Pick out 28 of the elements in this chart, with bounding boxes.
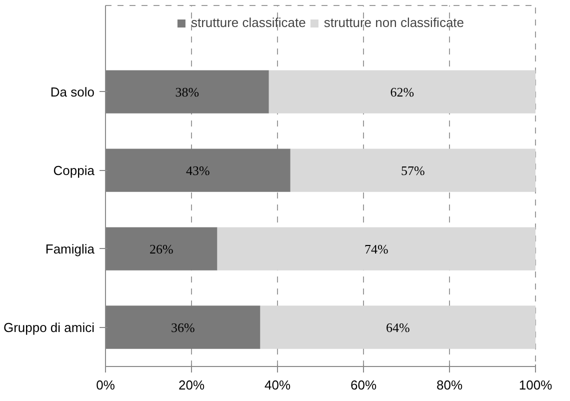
x-tick-label: 40% xyxy=(264,378,291,392)
bar xyxy=(290,148,536,192)
x-tick-label: 80% xyxy=(436,378,463,392)
data-label: 64% xyxy=(386,320,410,335)
data-label: 36% xyxy=(170,320,195,335)
data-label: 74% xyxy=(364,241,388,256)
bar xyxy=(106,227,218,270)
legend-label: strutture non classificate xyxy=(324,15,464,30)
data-label: 62% xyxy=(390,84,414,100)
data-label: 26% xyxy=(149,241,174,256)
x-tick-label: 60% xyxy=(350,378,377,392)
x-tick-label: 100% xyxy=(518,378,553,392)
bar xyxy=(106,70,269,114)
data-label: 43% xyxy=(186,162,210,178)
data-label: 57% xyxy=(401,162,426,178)
y-tick-label: Famiglia xyxy=(45,241,96,256)
x-tick-label: 20% xyxy=(178,378,205,392)
bar xyxy=(106,148,290,192)
data-label: 38% xyxy=(175,84,200,100)
y-tick-label: Da solo xyxy=(50,84,94,100)
bar xyxy=(217,227,536,270)
y-tick-label: Gruppo di amici xyxy=(3,320,95,335)
bar xyxy=(106,306,260,349)
y-tick-label: Coppia xyxy=(53,162,96,178)
x-tick-label: 0% xyxy=(96,378,116,392)
bar xyxy=(260,306,536,349)
bar xyxy=(268,70,536,114)
legend-label: strutture classificate xyxy=(190,15,306,30)
